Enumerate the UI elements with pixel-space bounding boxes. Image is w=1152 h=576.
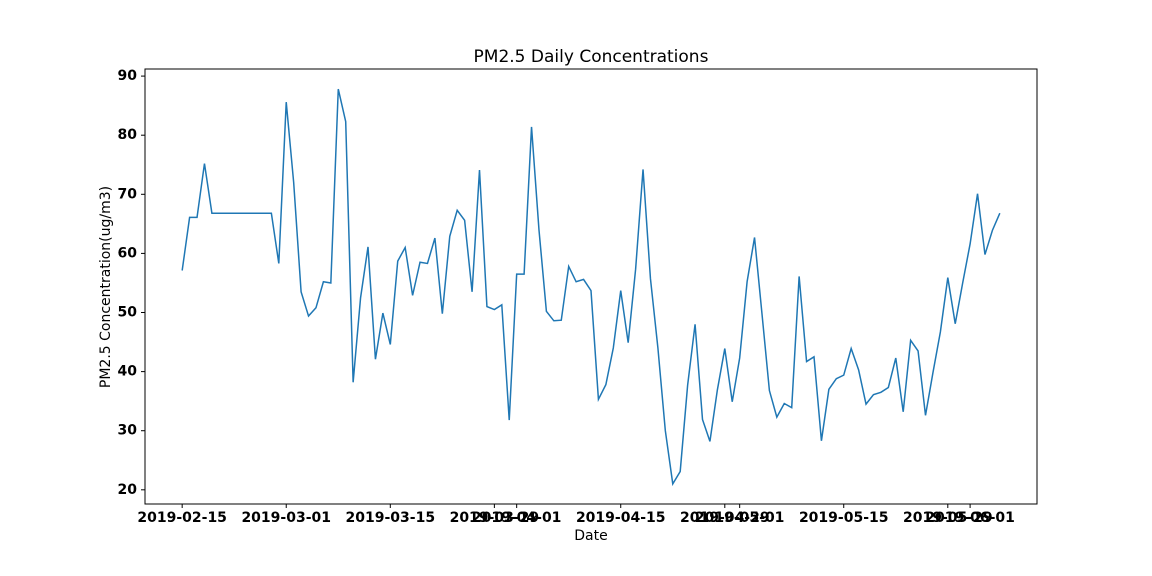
y-tick-label: 90 — [118, 68, 138, 84]
plot-frame — [144, 68, 1038, 505]
x-tick-label: 2019-03-29 — [450, 510, 540, 526]
y-tick-label: 60 — [118, 245, 138, 261]
y-tick-label: 70 — [118, 186, 138, 202]
x-tick-label: 2019-03-15 — [346, 510, 436, 526]
x-tick-label: 2019-06-01 — [925, 510, 1015, 526]
x-tick-label: 2019-04-29 — [680, 510, 770, 526]
x-tick-label: 2019-04-01 — [472, 510, 562, 526]
line — [181, 88, 1001, 487]
chart-title: PM2.5 Daily Concentrations — [474, 47, 709, 67]
y-tick-label: 50 — [118, 305, 138, 321]
x-tick-label: 2019-03-01 — [241, 510, 331, 526]
x-tick-label: 2019-05-15 — [799, 510, 889, 526]
x-tick-label: 2019-02-15 — [137, 510, 227, 526]
x-tick-label: 2019-05-29 — [903, 510, 993, 526]
y-axis-label: PM2.5 Concentration(ug/m3) — [98, 186, 114, 388]
x-axis-label: Date — [574, 528, 607, 544]
x-tick-label: 2019-04-15 — [576, 510, 666, 526]
x-tick-label: 2019-05-01 — [695, 510, 785, 526]
y-tick-label: 30 — [118, 423, 138, 439]
y-tick-label: 80 — [118, 127, 138, 143]
y-tick-label: 20 — [118, 482, 138, 498]
y-tick-label: 40 — [118, 364, 138, 380]
